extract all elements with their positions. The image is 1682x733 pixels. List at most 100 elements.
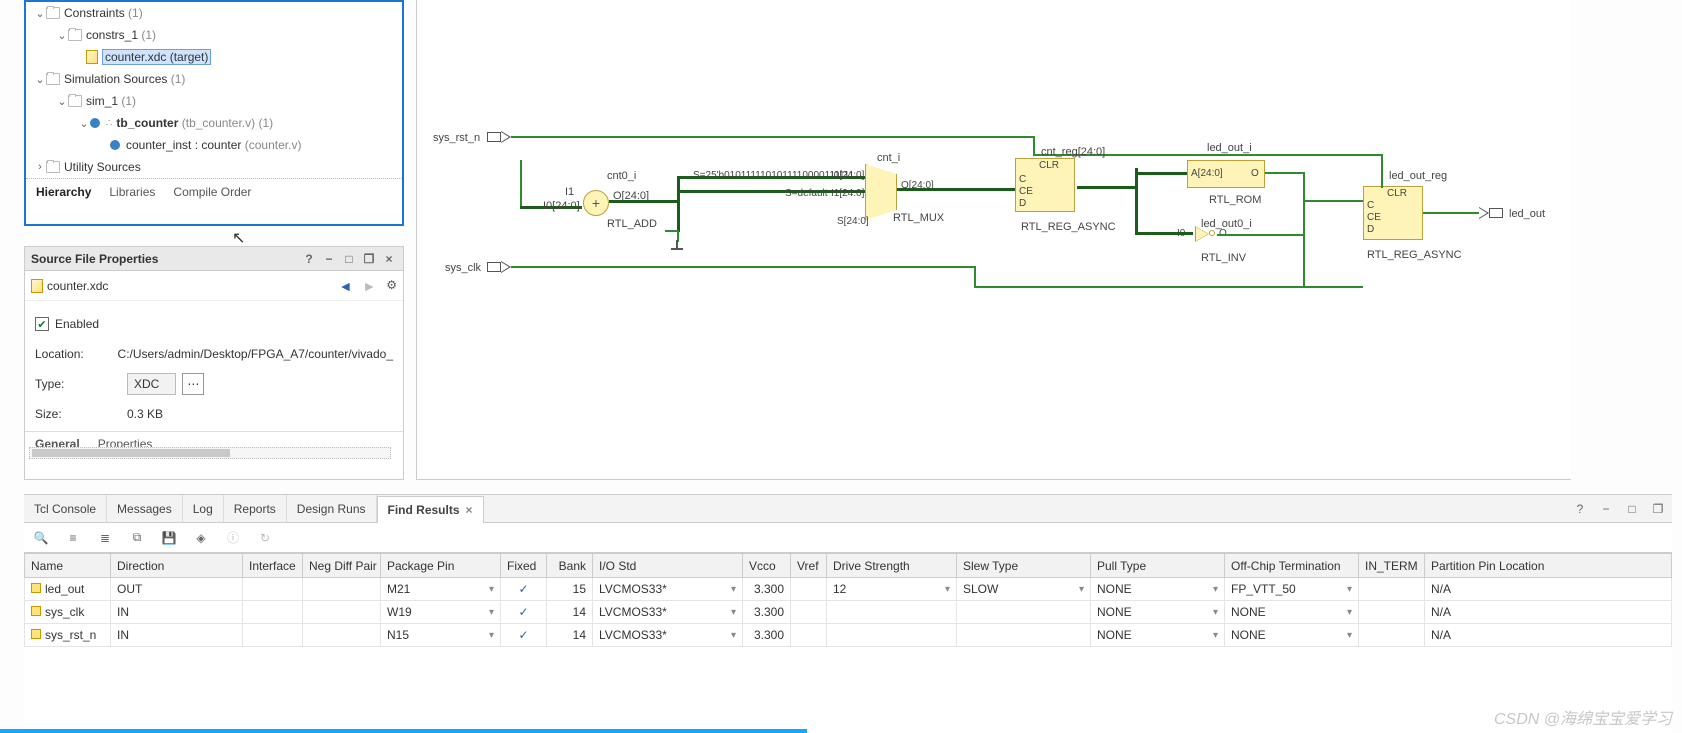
wire [1381, 154, 1383, 188]
col-vref[interactable]: Vref [791, 554, 827, 578]
back-icon[interactable]: ◄ [339, 278, 353, 294]
tab-design-runs[interactable]: Design Runs [287, 495, 377, 522]
maximize-icon[interactable]: □ [341, 251, 357, 267]
refresh-icon[interactable]: ↻ [256, 529, 274, 547]
forward-icon[interactable]: ► [362, 278, 376, 294]
tab-messages[interactable]: Messages [107, 495, 183, 522]
port-icon [1489, 208, 1503, 218]
filter-icon[interactable]: ◈ [192, 529, 210, 547]
col-slew[interactable]: Slew Type [957, 554, 1091, 578]
col-iostd[interactable]: I/O Std [593, 554, 743, 578]
col-pkgpin[interactable]: Package Pin [381, 554, 501, 578]
minimize-icon[interactable]: − [321, 251, 337, 267]
chevron-right-icon[interactable]: › [34, 161, 46, 173]
tab-hierarchy[interactable]: Hierarchy [36, 185, 91, 199]
tree-item-counter-xdc[interactable]: counter.xdc (target) [102, 49, 211, 65]
wire [1303, 286, 1363, 288]
tree-item-utility[interactable]: Utility Sources [64, 160, 141, 174]
xdc-file-icon [31, 279, 43, 293]
sources-tree: ⌄ Constraints (1) ⌄ constrs_1 (1) counte… [24, 0, 404, 226]
horizontal-scrollbar[interactable] [29, 447, 391, 459]
io-ports-table: Name Direction Interface Neg Diff Pair P… [24, 553, 1672, 647]
wire [677, 176, 680, 232]
search-icon[interactable]: 🔍 [32, 529, 50, 547]
pin-label: C [1367, 200, 1374, 211]
restore-icon[interactable]: ❐ [361, 251, 377, 267]
module-icon [110, 140, 120, 150]
tree-item-tbcounter[interactable]: tb_counter (tb_counter.v) (1) [116, 116, 273, 130]
port-arrow-icon [1479, 207, 1489, 219]
chevron-down-icon[interactable]: ⌄ [34, 7, 46, 20]
table-row[interactable]: sys_clkINW19▾✓14LVCMOS33*▾3.300NONE▾NONE… [25, 601, 1672, 624]
chevron-down-icon[interactable]: ⌄ [78, 117, 90, 130]
tree-item-constrs1[interactable]: constrs_1 (1) [86, 28, 156, 42]
sources-tabs: Hierarchy Libraries Compile Order [26, 178, 402, 204]
tree-item-constraints[interactable]: Constraints (1) [64, 6, 143, 20]
tab-compileorder[interactable]: Compile Order [173, 185, 251, 199]
block-label: led_out_reg [1389, 170, 1447, 182]
col-drive[interactable]: Drive Strength [827, 554, 957, 578]
help-icon[interactable]: ? [1572, 501, 1588, 517]
schematic-canvas[interactable]: sys_rst_n sys_clk cnt0_i I1 I0[24:0] + O… [416, 0, 1571, 480]
collapse-icon[interactable]: ≡ [64, 529, 82, 547]
table-row[interactable]: led_outOUTM21▾✓15LVCMOS33*▾3.30012▾SLOW▾… [25, 578, 1672, 601]
tree-item-counterinst[interactable]: counter_inst : counter (counter.v) [126, 138, 301, 152]
size-value: 0.3 KB [127, 407, 163, 421]
block-type: RTL_ROM [1209, 194, 1261, 206]
properties-title: Source File Properties [31, 252, 158, 266]
help-icon[interactable]: ? [301, 251, 317, 267]
enabled-checkbox[interactable]: ✔ [35, 317, 49, 331]
save-icon[interactable]: 💾 [160, 529, 178, 547]
restore-icon[interactable]: ❐ [1650, 501, 1666, 517]
chevron-down-icon[interactable]: ⌄ [56, 29, 68, 42]
gear-icon[interactable]: ⚙ [386, 278, 397, 294]
wire [1303, 200, 1363, 202]
tab-reports[interactable]: Reports [224, 495, 287, 522]
xdc-file-icon [86, 50, 98, 64]
port-arrow-icon [501, 131, 511, 143]
close-icon[interactable]: × [381, 251, 397, 267]
port-label-ledout: led_out [1509, 208, 1545, 220]
pin-label: S[24:0] [837, 216, 869, 227]
col-direction[interactable]: Direction [111, 554, 243, 578]
col-fixed[interactable]: Fixed [501, 554, 547, 578]
col-vcco[interactable]: Vcco [743, 554, 791, 578]
chevron-down-icon[interactable]: ⌄ [56, 95, 68, 108]
table-row[interactable]: sys_rst_nINN15▾✓14LVCMOS33*▾3.300NONE▾NO… [25, 624, 1672, 647]
tab-find-results[interactable]: Find Results× [377, 496, 484, 523]
table-header-row: Name Direction Interface Neg Diff Pair P… [25, 554, 1672, 578]
col-interface[interactable]: Interface [243, 554, 303, 578]
inverter-bubble-icon [1209, 230, 1215, 236]
tab-log[interactable]: Log [183, 495, 224, 522]
progress-bar [0, 729, 807, 733]
wire [1423, 212, 1479, 214]
col-pull[interactable]: Pull Type [1091, 554, 1225, 578]
chevron-down-icon[interactable]: ⌄ [34, 73, 46, 86]
col-interm[interactable]: IN_TERM [1359, 554, 1425, 578]
pin-label: A[24:0] [1191, 168, 1223, 179]
info-icon[interactable]: ⓘ [224, 529, 242, 547]
col-bank[interactable]: Bank [547, 554, 593, 578]
port-label-sysrstn: sys_rst_n [433, 132, 480, 144]
source-file-properties: Source File Properties ? − □ ❐ × counter… [24, 246, 404, 480]
type-select[interactable]: XDC [127, 373, 176, 395]
tab-tcl-console[interactable]: Tcl Console [24, 495, 107, 522]
pin-label: CLR [1039, 160, 1059, 171]
tree-item-simsources[interactable]: Simulation Sources (1) [64, 72, 185, 86]
close-tab-icon[interactable]: × [466, 503, 473, 517]
tree-item-sim1[interactable]: sim_1 (1) [86, 94, 136, 108]
col-name[interactable]: Name [25, 554, 111, 578]
maximize-icon[interactable]: □ [1624, 501, 1640, 517]
expand-icon[interactable]: ≣ [96, 529, 114, 547]
wire [1135, 232, 1193, 235]
col-offchip[interactable]: Off-Chip Termination [1225, 554, 1359, 578]
col-partition[interactable]: Partition Pin Location [1425, 554, 1672, 578]
browse-button[interactable]: ⋯ [182, 373, 204, 395]
tab-libraries[interactable]: Libraries [109, 185, 155, 199]
properties-filename: counter.xdc [47, 279, 108, 293]
group-icon[interactable]: ⧉ [128, 529, 146, 547]
col-negdiff[interactable]: Neg Diff Pair [303, 554, 381, 578]
wire [1135, 168, 1138, 232]
minimize-icon[interactable]: − [1598, 501, 1614, 517]
block-type: RTL_ADD [607, 218, 657, 230]
